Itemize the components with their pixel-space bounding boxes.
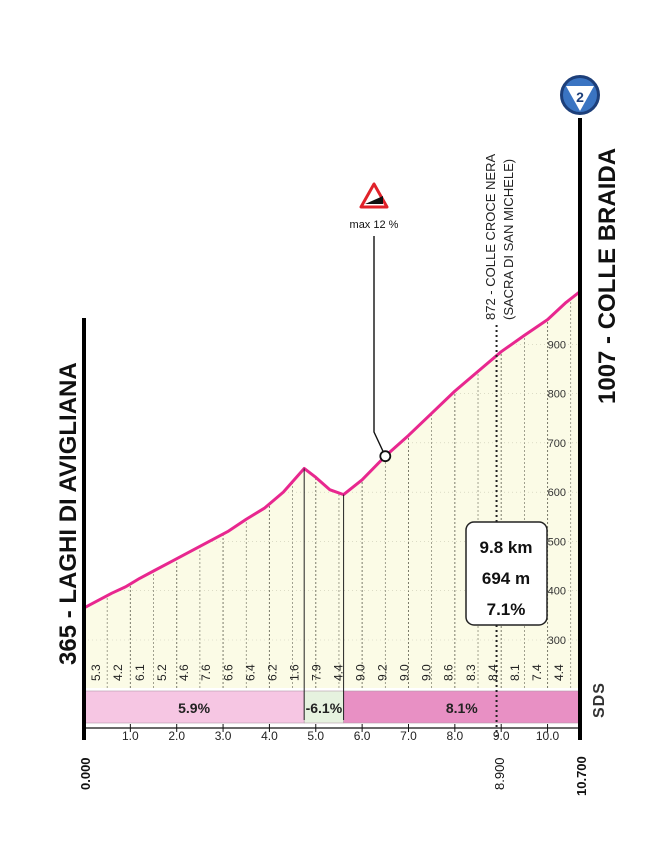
elevation-tick-label: 700 [548,438,566,450]
max-gradient-leader [373,236,386,457]
finish-km-label: 10.700 [574,756,589,796]
gradient-band-label: 5.9% [178,700,210,716]
segment-gradient-label: 7.6 [199,664,213,681]
start-km-label: 0.000 [78,757,93,790]
stats-avg-gradient: 7.1% [487,600,526,619]
finish-label: 1007 - COLLE BRAIDA [594,148,621,404]
gradient-bands: 5.9% -6.1% 8.1% [83,690,581,724]
segment-gradient-label: 6.2 [265,664,279,681]
slope-glyph-icon [365,196,383,204]
elevation-tick-label: 300 [548,635,566,647]
elevation-tick-label: 800 [548,389,566,401]
elevation-tick-label: 600 [548,487,566,499]
segment-gradient-label: 9.0 [420,664,434,681]
segment-gradient-label: 5.3 [89,664,103,681]
x-tick-label: 8.0 [446,729,463,743]
stats-distance: 9.8 km [480,538,533,557]
x-tick-label: 5.0 [307,729,324,743]
segment-gradient-label: 7.9 [309,664,323,681]
stats-climb: 694 m [482,569,530,588]
max-gradient-point [379,450,392,463]
gradient-band-label: 8.1% [446,700,478,716]
intermediate-label-line1: 872 - COLLE CROCE NERA [483,154,498,320]
segment-gradient-label: 9.2 [376,664,390,681]
segment-gradient-label: 9.0 [354,664,368,681]
segment-gradient-label: 5.2 [155,664,169,681]
max-gradient-marker: max 12 % [350,182,399,463]
x-tick-label: 6.0 [354,729,371,743]
x-tick-label: 7.0 [400,729,417,743]
segment-gradient-label: 8.6 [442,664,456,681]
elevation-ticks: 300 400 500 600 700 800 900 [548,339,566,647]
intermediate-label-line2: (SACRA DI SAN MICHELE) [501,159,516,320]
segment-gradient-label: 4.4 [552,664,566,681]
profile-line [83,290,581,610]
intermediate-km-label: 8.900 [492,757,507,790]
segment-gradient-label: 8.4 [486,664,500,681]
x-tick-label: 10.0 [536,729,560,743]
elevation-tick-label: 900 [548,339,566,351]
segment-gradient-label: 4.4 [332,664,346,681]
x-tick-label: 2.0 [168,729,185,743]
elevation-tick-label: 400 [548,586,566,598]
segment-gradient-label: 4.2 [111,664,125,681]
segment-gradient-label: 8.3 [464,664,478,681]
classification-badge-number: 2 [576,89,584,105]
segment-gradient-label: 4.6 [177,664,191,681]
segment-gradient-label: 6.6 [221,664,235,681]
x-tick-label: 3.0 [215,729,232,743]
km-axis: 1.0 2.0 3.0 4.0 5.0 6.0 7.0 8.0 9.0 10.0 [84,724,580,743]
climb-stats-box: 9.8 km 694 m 7.1% [465,521,548,626]
segment-gradient-label: 9.0 [398,664,412,681]
x-tick-label: 4.0 [261,729,278,743]
gradient-band-label: -6.1% [306,700,343,716]
elevation-tick-label: 500 [548,536,566,548]
start-label: 365 - LAGHI DI AVIGLIANA [55,362,82,665]
segment-gradient-labels: 5.3 4.2 6.1 5.2 4.6 7.6 6.6 6.4 6.2 1.6 7.9 4.4 9.0 9… [89,664,566,681]
elevation-profile-line [83,290,581,610]
x-tick-label: 9.0 [493,729,510,743]
segment-gradient-label: 7.4 [530,664,544,681]
segment-gradient-label: 8.1 [508,664,522,681]
segment-gradient-label: 6.1 [133,664,147,681]
x-tick-label: 1.0 [122,729,139,743]
gradient-band [343,690,581,724]
segment-gradient-label: 1.6 [287,664,301,681]
segment-gradient-label: 6.4 [243,664,257,681]
max-gradient-label: max 12 % [350,219,399,231]
classification-badge: 2 [558,73,602,117]
logo: SDS [591,682,608,718]
